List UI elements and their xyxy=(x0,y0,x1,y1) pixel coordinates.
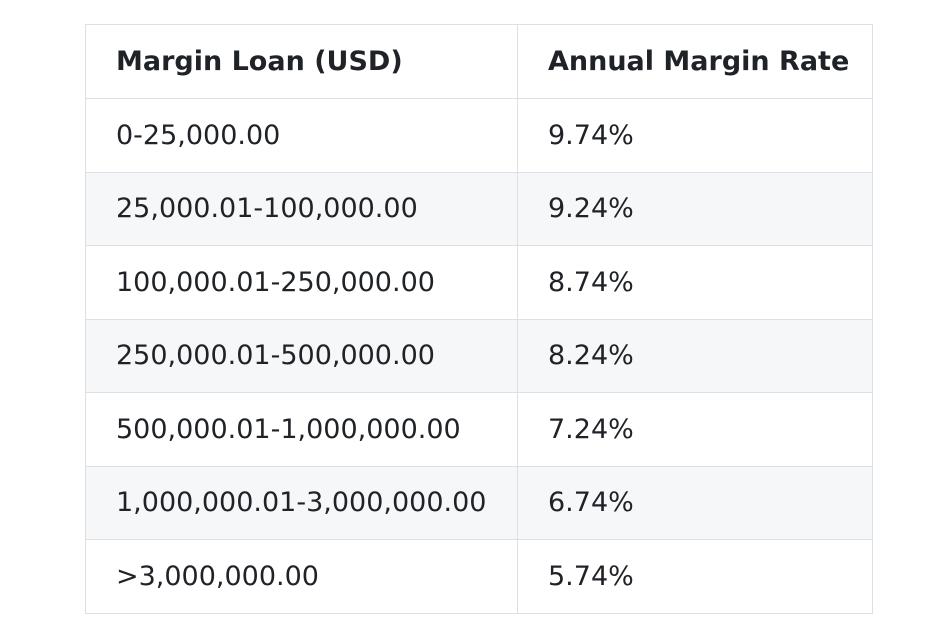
table-row: 100,000.01-250,000.00 8.74% xyxy=(85,245,873,320)
table-row: 25,000.01-100,000.00 9.24% xyxy=(85,171,873,246)
table-row: 500,000.01-1,000,000.00 7.24% xyxy=(85,392,873,467)
loan-range-cell: 0-25,000.00 xyxy=(85,98,518,173)
loan-range-cell: >3,000,000.00 xyxy=(85,539,518,614)
rate-cell: 8.74% xyxy=(517,245,873,320)
header-annual-margin-rate: Annual Margin Rate xyxy=(517,24,873,99)
rate-cell: 7.24% xyxy=(517,392,873,467)
header-row: Margin Loan (USD) Annual Margin Rate xyxy=(85,24,873,99)
loan-range-cell: 100,000.01-250,000.00 xyxy=(85,245,518,320)
table-row: 250,000.01-500,000.00 8.24% xyxy=(85,318,873,393)
loan-range-cell: 25,000.01-100,000.00 xyxy=(85,171,518,246)
table-header: Margin Loan (USD) Annual Margin Rate xyxy=(85,24,873,99)
header-margin-loan: Margin Loan (USD) xyxy=(85,24,518,99)
table-row: >3,000,000.00 5.74% xyxy=(85,539,873,614)
table-row: 1,000,000.01-3,000,000.00 6.74% xyxy=(85,465,873,540)
rate-cell: 6.74% xyxy=(517,465,873,540)
rate-cell: 9.24% xyxy=(517,171,873,246)
table-body: 0-25,000.00 9.74% 25,000.01-100,000.00 9… xyxy=(85,98,873,614)
margin-rate-table: Margin Loan (USD) Annual Margin Rate 0-2… xyxy=(85,24,873,614)
loan-range-cell: 500,000.01-1,000,000.00 xyxy=(85,392,518,467)
rate-cell: 5.74% xyxy=(517,539,873,614)
loan-range-cell: 1,000,000.01-3,000,000.00 xyxy=(85,465,518,540)
rate-cell: 8.24% xyxy=(517,318,873,393)
table-row: 0-25,000.00 9.74% xyxy=(85,98,873,173)
loan-range-cell: 250,000.01-500,000.00 xyxy=(85,318,518,393)
rate-cell: 9.74% xyxy=(517,98,873,173)
